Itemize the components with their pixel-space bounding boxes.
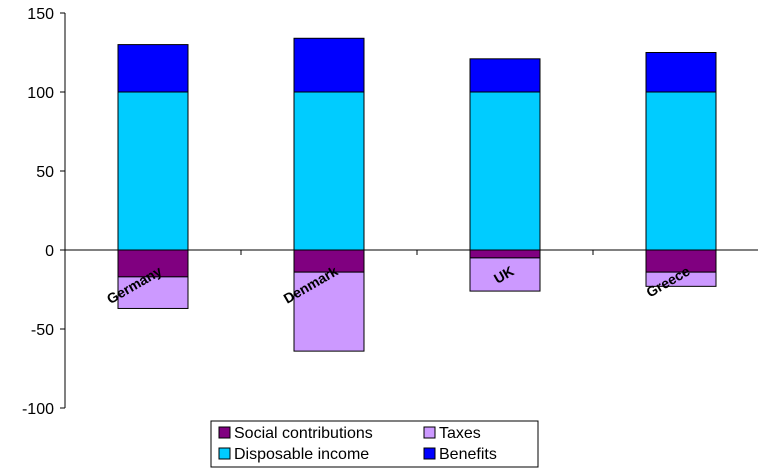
bars-layer xyxy=(117,37,717,352)
bar-uk-social-contributions xyxy=(469,249,541,259)
y-tick-label: -50 xyxy=(31,322,54,339)
bar-greece-disposable-income xyxy=(645,91,717,251)
x-axis-ticks xyxy=(64,250,594,255)
legend-box xyxy=(210,420,539,468)
legend-label-disposable-income: Disposable income xyxy=(234,446,369,463)
legend-swatch-disposable-income xyxy=(218,447,231,460)
bar-denmark-taxes xyxy=(293,271,365,352)
y-tick-label: 150 xyxy=(27,6,54,23)
bar-denmark-disposable-income xyxy=(293,91,365,251)
bar-uk-disposable-income xyxy=(469,91,541,251)
legend-label-taxes: Taxes xyxy=(439,425,481,442)
bar-greece-benefits xyxy=(645,52,717,93)
y-tick-label: 0 xyxy=(45,243,54,260)
bar-uk-benefits xyxy=(469,58,541,93)
y-axis-ticks: 150 100 50 0 -50 -100 xyxy=(22,6,65,418)
bar-greece-taxes xyxy=(645,271,717,287)
y-tick-label: 100 xyxy=(27,85,54,102)
bar-denmark-benefits xyxy=(293,37,365,93)
y-tick-label: 50 xyxy=(36,164,54,181)
bar-uk-taxes xyxy=(469,257,541,292)
bar-germany-taxes xyxy=(117,276,189,309)
legend: Social contributions Taxes Disposable inco… xyxy=(210,420,539,468)
y-tick-label: -100 xyxy=(22,401,54,418)
legend-swatch-taxes xyxy=(423,426,436,439)
bar-germany-benefits xyxy=(117,44,189,93)
category-labels: Germany Denmark UK Greece xyxy=(104,263,693,307)
legend-label-benefits: Benefits xyxy=(439,446,497,463)
legend-label-social-contributions: Social contributions xyxy=(234,425,373,442)
legend-swatch-benefits xyxy=(423,447,436,460)
legend-swatch-social-contributions xyxy=(218,426,231,439)
bar-germany-disposable-income xyxy=(117,91,189,251)
bar-germany-social-contributions xyxy=(117,249,189,278)
